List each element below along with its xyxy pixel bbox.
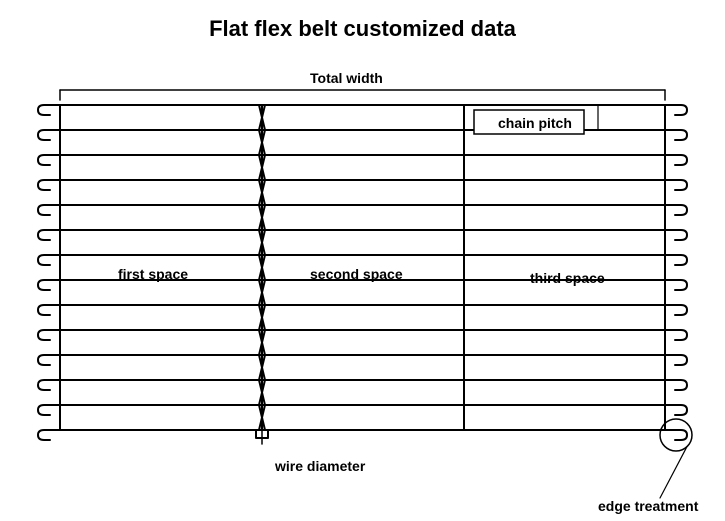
edge-treatment-label: edge treatment: [598, 498, 698, 514]
total-width-label: Total width: [310, 70, 383, 86]
first-space-label: first space: [118, 266, 188, 282]
third-space-label: third space: [530, 270, 605, 286]
chain-pitch-label: chain pitch: [498, 115, 572, 131]
second-space-label: second space: [310, 266, 403, 282]
wire-diameter-label: wire diameter: [275, 458, 365, 474]
